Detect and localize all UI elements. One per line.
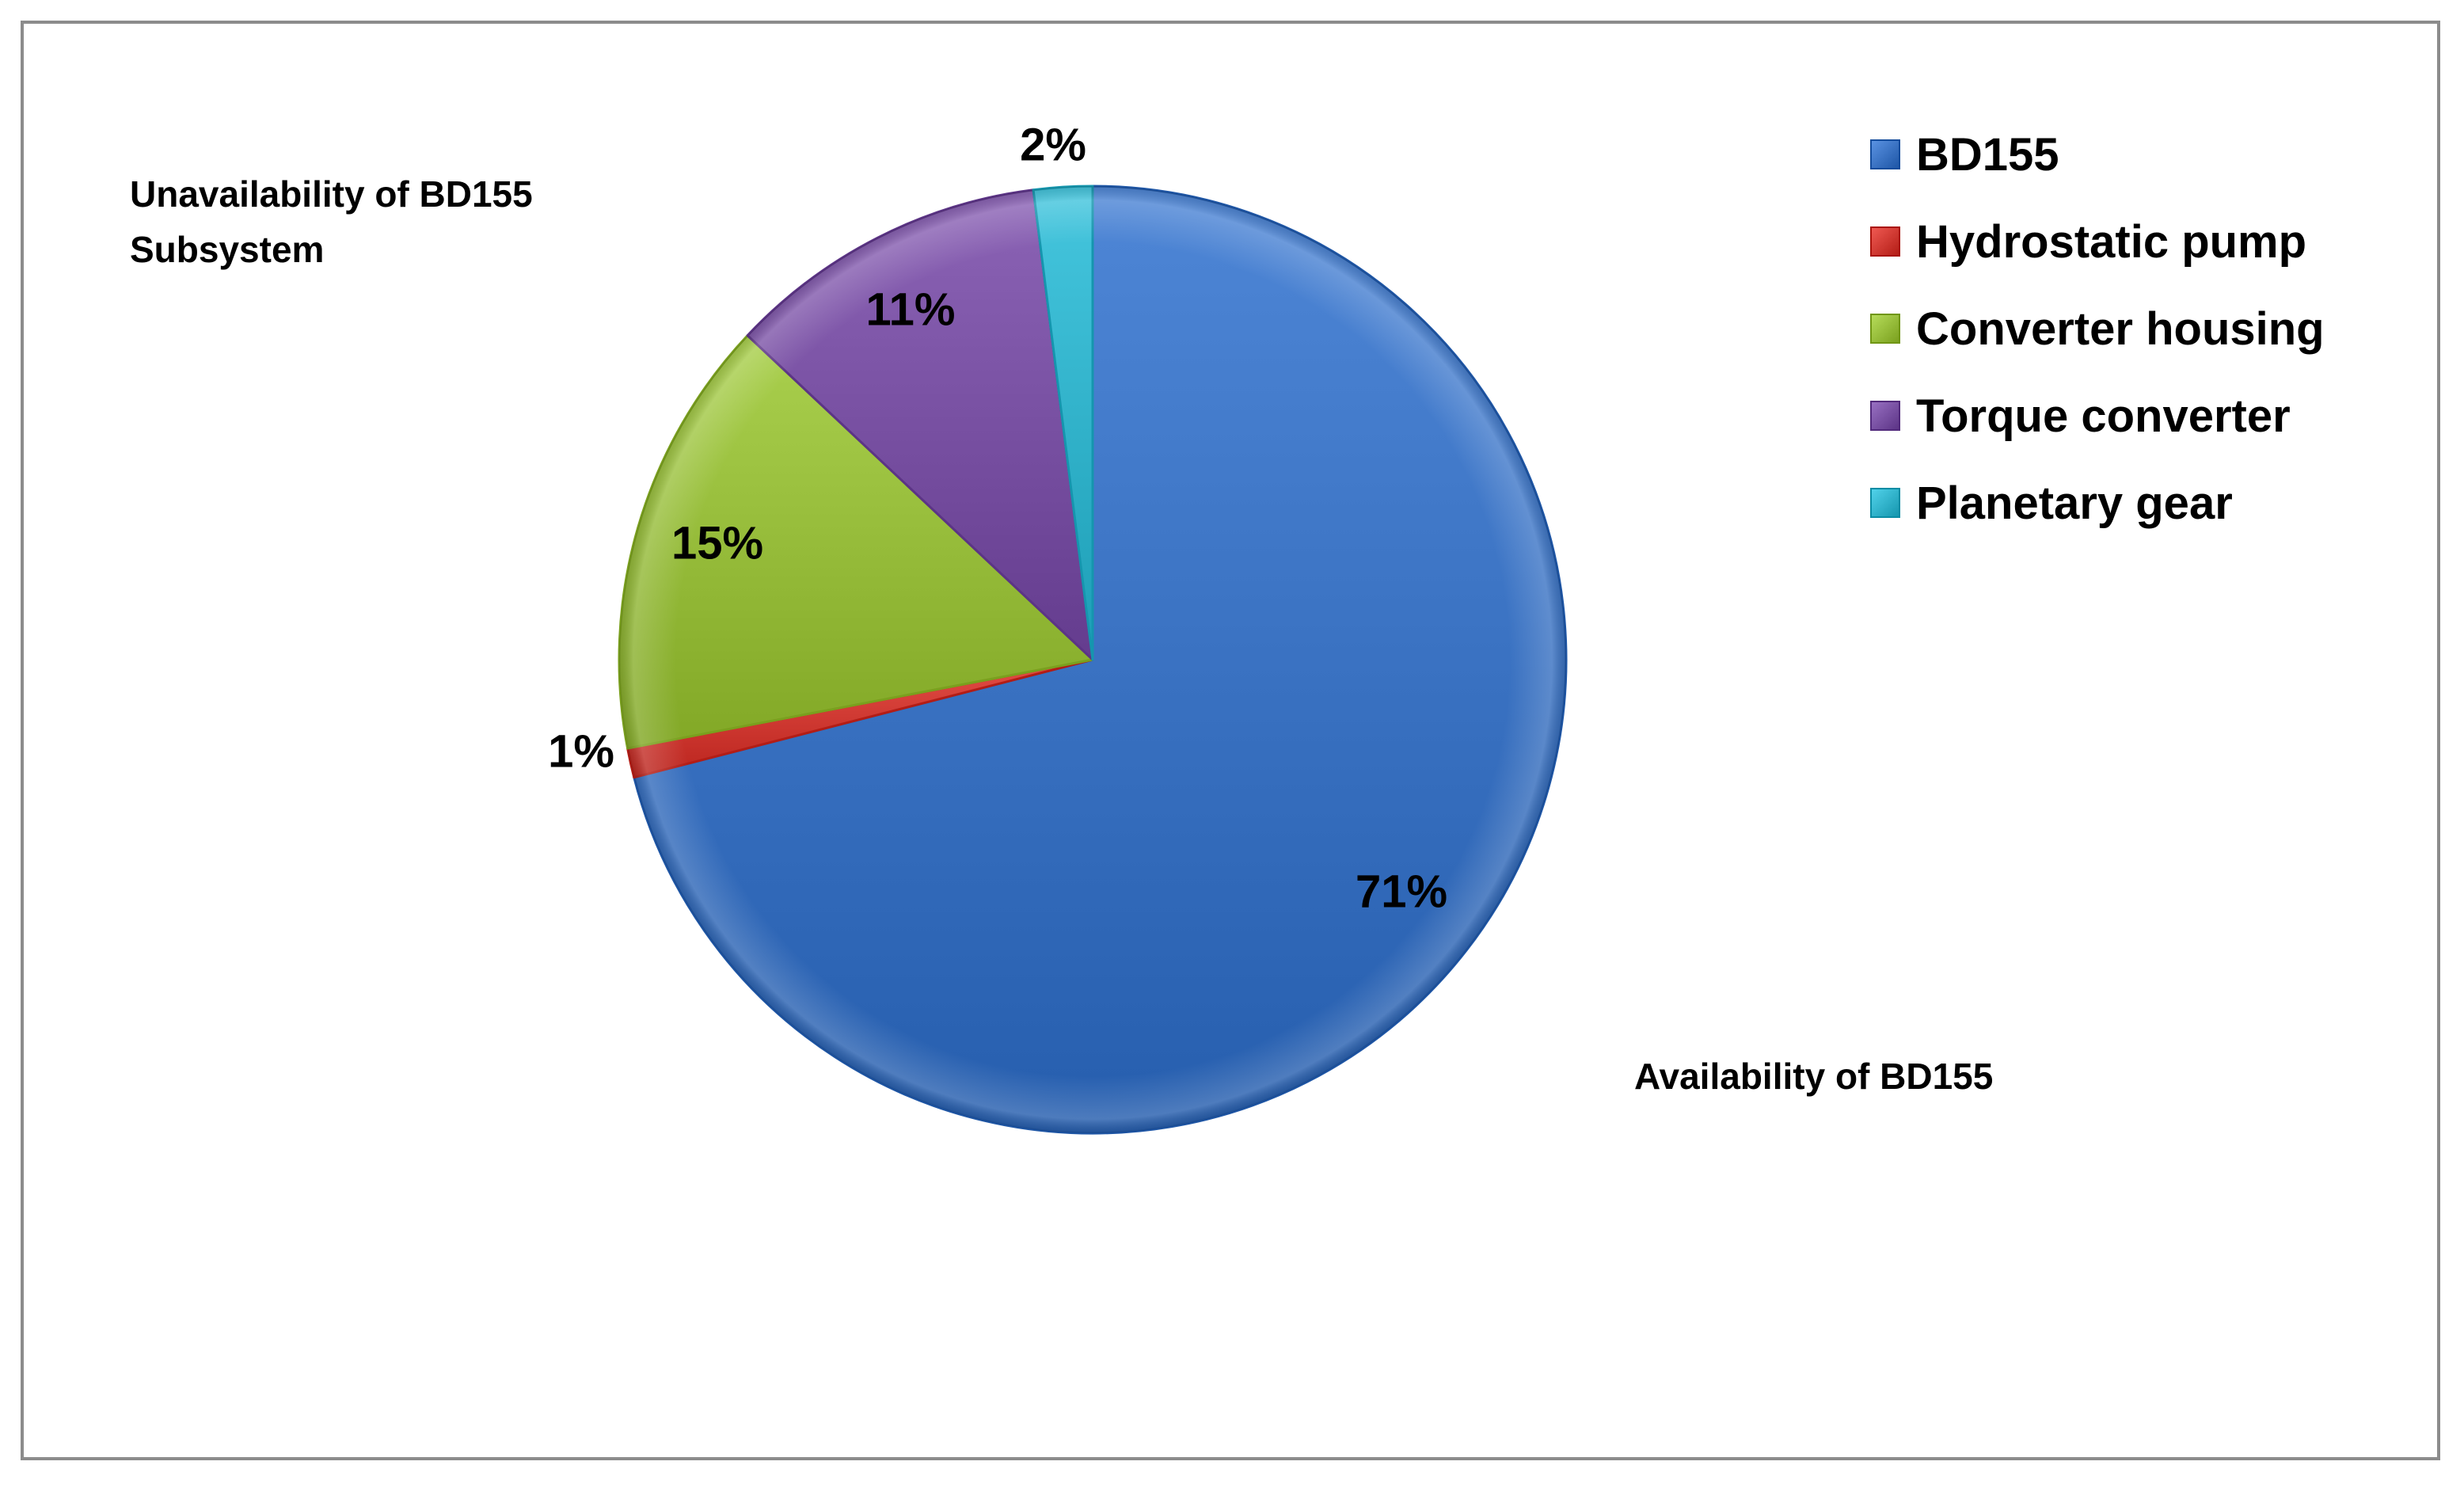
value-label-converter-housing: 15% — [671, 517, 763, 569]
legend-item-planetary-gear: Planetary gear — [1870, 459, 2325, 546]
legend-swatch-torque-converter — [1870, 401, 1900, 431]
value-label-planetary-gear: 2% — [1020, 119, 1086, 170]
value-label-torque-converter: 11% — [866, 284, 956, 335]
legend: BD155 Hydrostatic pump Converter housing… — [1870, 111, 2325, 546]
legend-swatch-hydrostatic-pump — [1870, 226, 1900, 257]
availability-annotation: Availability of BD155 — [1634, 1056, 1994, 1097]
legend-label-torque-converter: Torque converter — [1916, 390, 2291, 442]
pie-value-labels: 71% 1% 15% 11% 2% — [548, 119, 1447, 917]
legend-label-converter-housing: Converter housing — [1916, 303, 2325, 355]
legend-item-torque-converter: Torque converter — [1870, 372, 2325, 459]
legend-label-bd155: BD155 — [1916, 128, 2059, 181]
legend-swatch-converter-housing — [1870, 314, 1900, 344]
unavailability-annotation: Unavailability of BD155 Subsystem — [130, 173, 533, 270]
value-label-hydrostatic-pump: 1% — [548, 725, 614, 777]
legend-item-bd155: BD155 — [1870, 111, 2325, 198]
pie-bevel-overlay — [619, 186, 1566, 1133]
legend-item-converter-housing: Converter housing — [1870, 285, 2325, 372]
value-label-bd155: 71% — [1356, 866, 1447, 917]
legend-item-hydrostatic-pump: Hydrostatic pump — [1870, 198, 2325, 285]
legend-swatch-planetary-gear — [1870, 488, 1900, 518]
legend-swatch-bd155 — [1870, 139, 1900, 169]
legend-label-planetary-gear: Planetary gear — [1916, 477, 2233, 529]
pie-slices — [618, 185, 1568, 1135]
legend-label-hydrostatic-pump: Hydrostatic pump — [1916, 215, 2307, 268]
